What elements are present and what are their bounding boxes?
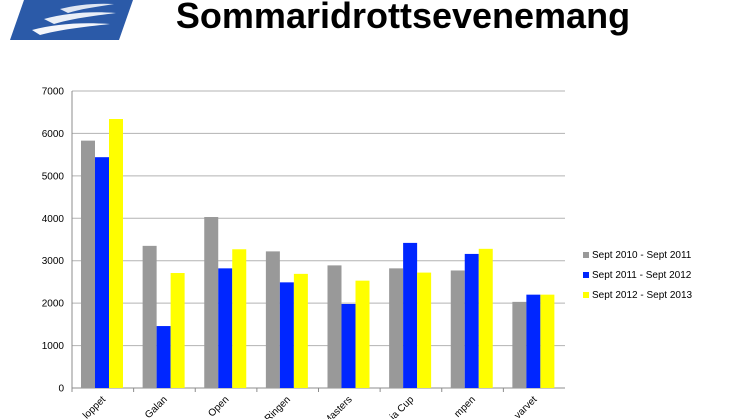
bar (156, 326, 171, 388)
bar (232, 249, 247, 388)
y-tick-label: 3000 (42, 256, 65, 267)
legend-item: Sept 2012 - Sept 2013 (583, 285, 743, 305)
y-tick-label: 7000 (42, 87, 65, 98)
bar (478, 248, 493, 388)
x-category-label: Ringen (263, 394, 293, 419)
y-tick-label: 4000 (42, 214, 65, 225)
legend-item: Sept 2010 - Sept 2011 (583, 245, 743, 265)
legend-swatch (583, 252, 589, 258)
bar (450, 270, 465, 388)
page-title: Sommaridrottsevenemang (175, 0, 631, 36)
legend-label: Sept 2011 - Sept 2012 (592, 269, 692, 281)
bar (403, 242, 418, 388)
legend-label: Sept 2012 - Sept 2013 (592, 289, 693, 301)
bar (218, 268, 233, 388)
bar (109, 119, 123, 388)
bar (464, 253, 479, 388)
y-tick-label: 0 (58, 384, 64, 395)
bar (204, 217, 219, 388)
y-tick-label: 1000 (42, 341, 65, 352)
brand-logo (10, 0, 133, 40)
bar (142, 245, 157, 388)
bar (170, 273, 185, 388)
x-category-label: loppet (81, 394, 108, 419)
bar (81, 140, 95, 388)
legend-label: Sept 2010 - Sept 2011 (592, 249, 692, 261)
legend-swatch (583, 272, 589, 278)
bar (417, 272, 432, 388)
legend-item: Sept 2011 - Sept 2012 (583, 265, 743, 285)
bar (327, 265, 342, 388)
bar (265, 251, 280, 388)
bar (95, 157, 109, 388)
y-tick-label: 5000 (42, 171, 65, 182)
chart-legend: Sept 2010 - Sept 2011 Sept 2011 - Sept 20… (583, 245, 743, 305)
bar (389, 268, 404, 388)
x-category-label: ia Cup (388, 394, 417, 419)
logo-wave-2 (44, 12, 116, 24)
x-category-label: Galan (143, 394, 170, 419)
bars (81, 119, 555, 388)
bar (341, 303, 356, 388)
bar (540, 294, 555, 388)
x-category-label: mpen (452, 394, 477, 419)
y-tick-label: 6000 (42, 129, 65, 140)
bar (355, 280, 370, 388)
bar (526, 294, 541, 388)
x-category-label: Masters (322, 394, 355, 419)
x-category-label: Open (206, 394, 231, 419)
legend-swatch (583, 292, 589, 298)
bar (293, 273, 308, 388)
logo-wave-3 (60, 3, 114, 13)
logo-wave-1 (32, 23, 110, 35)
x-category-label: varvet (512, 394, 539, 419)
bar (279, 282, 294, 388)
bar (512, 301, 527, 388)
y-tick-label: 2000 (42, 299, 65, 310)
